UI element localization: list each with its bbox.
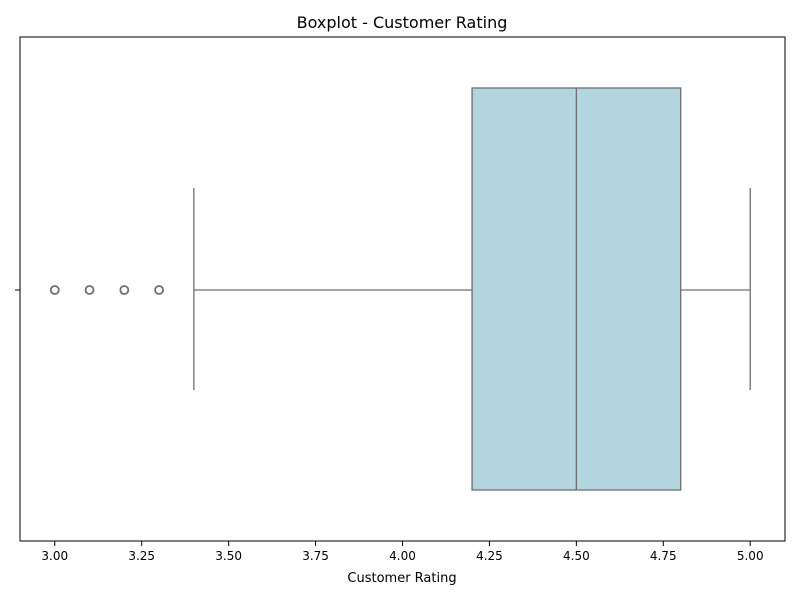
outlier-point bbox=[154, 285, 164, 295]
chart-marks bbox=[49, 87, 751, 491]
x-tick-label: 3.25 bbox=[128, 549, 155, 563]
chart-title: Boxplot - Customer Rating bbox=[297, 13, 508, 32]
x-tick-label: 3.50 bbox=[215, 549, 242, 563]
x-tick-label: 3.75 bbox=[302, 549, 329, 563]
x-tick-label: 3.00 bbox=[41, 549, 68, 563]
x-tick-label: 5.00 bbox=[737, 549, 764, 563]
x-tick-label: 4.75 bbox=[650, 549, 677, 563]
outlier-point bbox=[49, 285, 60, 295]
x-tick-label: 4.50 bbox=[563, 549, 590, 563]
outlier-point bbox=[119, 285, 130, 295]
x-axis-label: Customer Rating bbox=[347, 571, 456, 586]
x-tick-label: 4.00 bbox=[389, 549, 416, 563]
x-tick-label: 4.25 bbox=[476, 549, 503, 563]
x-axis-ticks: 3.00 3.25 3.50 3.75 4.00 4.25 4.50 4.75 5.00 bbox=[41, 541, 764, 563]
outlier-point bbox=[84, 285, 95, 295]
